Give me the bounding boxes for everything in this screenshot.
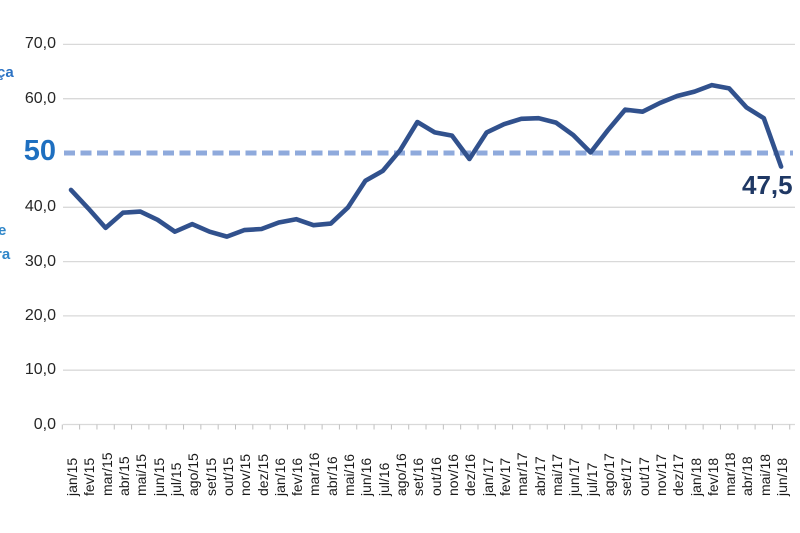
x-axis-label: abr/16 [323,456,340,496]
x-axis-label: jan/16 [271,457,288,496]
x-axis-label: dez/17 [670,453,687,496]
x-axis-label: jun/17 [566,457,583,496]
cutoff-text-fragment-middle: e [0,222,7,239]
x-axis-label: jan/17 [479,457,496,496]
x-axis-label: jul/16 [375,462,392,496]
x-axis-label: ago/15 [185,453,202,496]
x-axis-label: fev/15 [81,457,98,496]
x-axis-label: ago/16 [393,453,410,496]
x-axis-label: fev/18 [704,457,721,496]
x-axis-label: jul/15 [167,462,184,496]
x-axis-label: set/16 [410,457,427,496]
reference-line-label: 50 [23,135,56,167]
x-axis-label: jan/18 [687,457,704,496]
x-axis-label: set/15 [202,457,219,496]
x-axis-label: jun/18 [774,457,791,496]
y-axis-label: 60,0 [24,89,56,107]
x-axis-label: set/17 [618,457,635,496]
y-axis-label: 10,0 [24,361,56,379]
y-axis-label: 70,0 [24,35,56,53]
x-axis-label: jan/15 [64,457,80,496]
x-axis-label: ago/17 [600,453,617,496]
y-axis-label: 20,0 [24,306,56,324]
x-axis-label: mai/18 [756,453,773,496]
x-axis-label: mai/15 [133,453,150,496]
x-axis-label: mar/18 [722,452,739,496]
x-axis-label: mai/17 [548,453,565,496]
x-axis-label: nov/16 [445,453,462,496]
x-axis-label: fev/16 [289,457,306,496]
x-axis-label: out/15 [219,457,236,496]
x-axis-label: abr/17 [531,456,548,496]
x-axis-label: out/16 [427,457,444,496]
x-axis-label: mar/16 [306,452,323,496]
x-axis-label: mar/15 [98,452,115,496]
last-point-value-label: 47,5 [742,170,793,200]
y-axis-label: 0,0 [33,415,56,433]
x-axis-label: mai/16 [341,453,358,496]
gridlines [63,43,795,426]
x-axis-label: nov/15 [237,453,254,496]
x-axis-label: abr/18 [739,456,756,496]
x-axis-label: mar/17 [514,452,531,496]
x-axis-label: abr/15 [115,456,132,496]
x-axis-label: fev/17 [497,457,513,496]
y-axis-label: 40,0 [24,198,56,216]
x-axis-label: out/17 [635,457,652,496]
x-axis-label: dez/15 [254,453,271,496]
cutoff-text-fragment-top: ça [0,64,14,81]
x-axis-label: nov/17 [652,453,669,496]
cutoff-text-fragment-bottom: ra [0,246,11,263]
x-axis-label: dez/16 [462,453,479,496]
x-axis-label: jun/15 [150,457,167,496]
series-line [68,82,784,239]
x-axis-ticks [61,424,791,430]
x-axis-label: jul/17 [583,462,600,496]
y-axis-label: 30,0 [24,252,56,270]
x-axis-label: jun/16 [358,457,375,496]
